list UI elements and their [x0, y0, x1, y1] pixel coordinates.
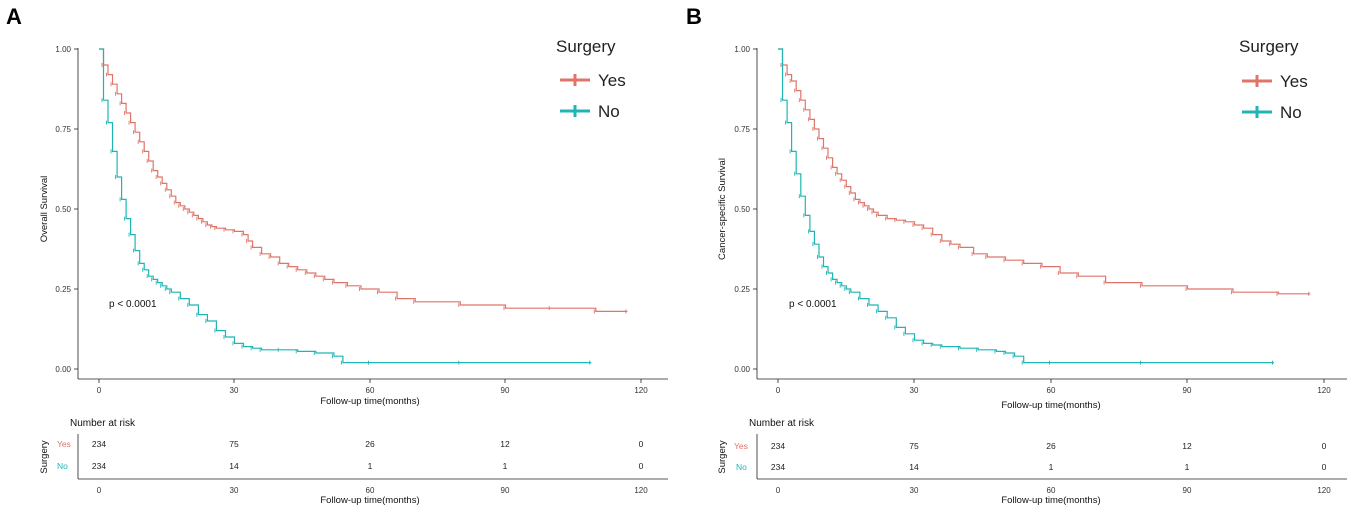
risk-table: Number at risk Yes No Surgery 234 75 26 … — [717, 418, 1347, 506]
x-tick-label: 90 — [501, 386, 510, 395]
y-tick-label: 0.25 — [734, 285, 750, 294]
x-tick-label: 90 — [1183, 386, 1192, 395]
y-tick-label: 0.75 — [55, 125, 71, 134]
survival-curve-no — [778, 48, 1274, 364]
legend-item-yes: Yes — [1242, 72, 1308, 91]
x-tick-label: 60 — [1047, 486, 1056, 495]
legend-label: No — [1280, 103, 1302, 122]
risk-x-label: Follow-up time(months) — [320, 495, 419, 506]
survival-curves — [99, 48, 628, 365]
risk-table-title: Number at risk — [70, 418, 136, 429]
risk-x-label: Follow-up time(months) — [1001, 495, 1100, 506]
risk-count: 1 — [503, 461, 508, 471]
risk-table: Number at risk Yes No Surgery 234 75 26 … — [39, 418, 668, 506]
y-tick-label: 0.00 — [734, 365, 750, 374]
censor-marks-no — [780, 98, 1273, 365]
x-tick-label: 30 — [230, 386, 239, 395]
risk-count: 75 — [229, 439, 239, 449]
panel-label: B — [686, 4, 702, 29]
x-tick-label: 0 — [97, 486, 102, 495]
y-tick-label: 0.50 — [55, 205, 71, 214]
censor-marks-yes — [780, 63, 1310, 296]
x-tick-label: 120 — [1317, 486, 1331, 495]
risk-count: 234 — [771, 441, 785, 451]
legend-item-no: No — [560, 102, 620, 121]
risk-strata-no: No — [57, 461, 68, 471]
x-tick-label: 120 — [634, 386, 648, 395]
risk-strata-yes: Yes — [57, 439, 71, 449]
x-tick-label: 60 — [1047, 386, 1056, 395]
risk-count: 0 — [639, 461, 644, 471]
risk-count: 12 — [1182, 441, 1192, 451]
panel-label: A — [6, 4, 22, 29]
risk-count: 1 — [1049, 462, 1054, 472]
survival-curve-no — [99, 48, 592, 364]
risk-count: 234 — [771, 462, 785, 472]
risk-count: 0 — [1322, 441, 1327, 451]
legend-title: Surgery — [1239, 37, 1299, 56]
risk-y-label: Surgery — [39, 440, 50, 474]
panel-a: A 0.00 0.25 0.50 0.75 1.00 0 30 60 90 12… — [6, 4, 668, 506]
y-axis-label: Cancer-specific Survival — [717, 158, 728, 260]
p-value: p < 0.0001 — [109, 299, 157, 310]
censor-marks-yes — [101, 63, 627, 314]
km-plot: 0.00 0.25 0.50 0.75 1.00 0 30 60 90 120 … — [39, 45, 668, 407]
x-axis-label: Follow-up time(months) — [1001, 400, 1100, 411]
risk-count: 1 — [1185, 462, 1190, 472]
risk-count: 75 — [909, 441, 919, 451]
x-tick-label: 120 — [634, 486, 648, 495]
risk-count: 14 — [229, 461, 239, 471]
km-plot: 0.00 0.25 0.50 0.75 1.00 0 30 60 90 120 … — [717, 45, 1347, 411]
x-tick-label: 0 — [97, 386, 102, 395]
y-axis-label: Overall Survival — [39, 176, 50, 243]
risk-count: 12 — [500, 439, 510, 449]
survival-curves — [778, 48, 1311, 365]
risk-count: 1 — [368, 461, 373, 471]
censor-marks-no — [101, 98, 591, 365]
x-tick-label: 120 — [1317, 386, 1331, 395]
legend: Surgery Yes No — [1239, 37, 1308, 122]
x-tick-label: 30 — [230, 486, 239, 495]
x-tick-label: 30 — [910, 486, 919, 495]
panel-b: B 0.00 0.25 0.50 0.75 1.00 0 30 60 90 12… — [686, 4, 1347, 506]
legend-title: Surgery — [556, 37, 616, 56]
risk-count: 0 — [1322, 462, 1327, 472]
legend-item-no: No — [1242, 103, 1302, 122]
y-tick-label: 1.00 — [734, 45, 750, 54]
risk-y-label: Surgery — [717, 440, 728, 474]
risk-strata-yes: Yes — [734, 441, 748, 451]
legend-label: No — [598, 102, 620, 121]
y-tick-label: 0.00 — [55, 365, 71, 374]
y-tick-label: 0.50 — [734, 205, 750, 214]
risk-count: 234 — [92, 439, 106, 449]
x-axis-label: Follow-up time(months) — [320, 396, 419, 407]
x-tick-label: 30 — [910, 386, 919, 395]
risk-count: 0 — [639, 439, 644, 449]
risk-table-title: Number at risk — [749, 418, 815, 429]
x-tick-label: 60 — [366, 486, 375, 495]
legend-label: Yes — [598, 71, 626, 90]
survival-curve-yes — [99, 48, 628, 312]
risk-strata-no: No — [736, 462, 747, 472]
legend-item-yes: Yes — [560, 71, 626, 90]
survival-curve-yes — [778, 48, 1311, 295]
risk-count: 234 — [92, 461, 106, 471]
p-value: p < 0.0001 — [789, 299, 837, 310]
y-tick-label: 1.00 — [55, 45, 71, 54]
x-tick-label: 0 — [776, 486, 781, 495]
legend-label: Yes — [1280, 72, 1308, 91]
x-tick-label: 0 — [776, 386, 781, 395]
legend: Surgery Yes No — [556, 37, 626, 121]
risk-count: 26 — [1046, 441, 1056, 451]
risk-count: 26 — [365, 439, 375, 449]
x-tick-label: 60 — [366, 386, 375, 395]
x-tick-label: 90 — [1183, 486, 1192, 495]
y-tick-label: 0.25 — [55, 285, 71, 294]
y-tick-label: 0.75 — [734, 125, 750, 134]
risk-count: 14 — [909, 462, 919, 472]
x-tick-label: 90 — [501, 486, 510, 495]
